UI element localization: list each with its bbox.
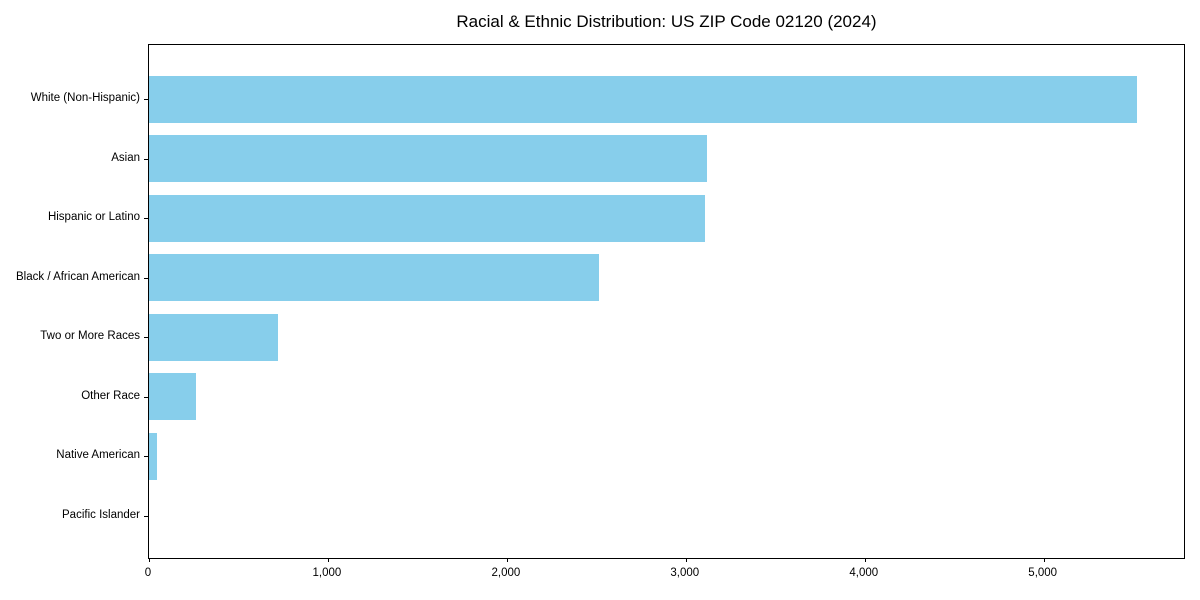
y-tick-mark <box>144 516 148 517</box>
y-tick-label-native-american: Native American <box>56 449 140 461</box>
x-tick-mark <box>506 558 508 562</box>
x-tick-label-5000: 5,000 <box>1028 567 1058 579</box>
bar-other-race <box>149 373 196 420</box>
y-tick-label-asian: Asian <box>111 151 140 164</box>
x-tick-label-2000: 2,000 <box>491 567 521 579</box>
y-tick-label-hispanic-or-latino: Hispanic or Latino <box>47 211 140 223</box>
bar-hispanic-or-latino <box>149 194 705 242</box>
x-tick-mark <box>685 558 687 562</box>
chart-title: Racial & Ethnic Distribution: US ZIP Cod… <box>456 12 877 31</box>
bar-asian <box>149 135 708 182</box>
y-tick-mark <box>144 456 148 457</box>
y-tick-mark <box>144 159 148 160</box>
y-tick-label-pacific-islander: Pacific Islander <box>62 508 140 521</box>
bar-black-african-american <box>149 254 600 301</box>
x-tick-label-1000: 1,000 <box>312 567 342 579</box>
x-tick-label-0: 0 <box>144 567 152 579</box>
y-tick-mark <box>144 337 148 338</box>
x-tick-label-4000: 4,000 <box>849 567 879 579</box>
bar-native-american <box>149 432 158 480</box>
x-tick-mark <box>1043 558 1045 562</box>
y-tick-label-black-african-american: Black / African American <box>16 270 140 283</box>
y-tick-mark <box>144 397 148 398</box>
y-tick-label-white-non-hispanic: White (Non-Hispanic) <box>30 92 140 104</box>
bar-two-or-more-races <box>149 313 278 361</box>
y-tick-mark <box>144 218 148 219</box>
y-tick-label-two-or-more-races: Two or More Races <box>40 330 140 342</box>
x-tick-mark <box>864 558 866 562</box>
x-tick-label-3000: 3,000 <box>670 567 700 579</box>
x-tick-mark <box>327 558 329 562</box>
plot-area <box>144 44 1185 562</box>
y-tick-label-other-race: Other Race <box>81 389 140 402</box>
x-tick-mark <box>149 558 150 562</box>
y-tick-mark <box>144 278 148 279</box>
y-tick-mark <box>144 99 148 100</box>
bar-white-non-hispanic <box>149 75 1137 123</box>
